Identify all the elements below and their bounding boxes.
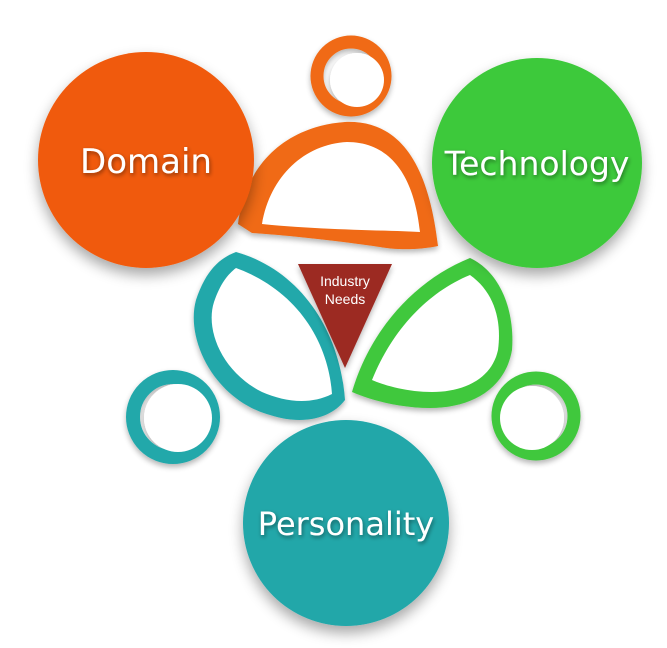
technology-node: Technology xyxy=(432,58,642,268)
industry-needs-node: Industry Needs xyxy=(298,264,392,368)
technology-circle xyxy=(432,58,642,268)
domain-circle xyxy=(38,52,254,268)
person-head-orange xyxy=(310,35,392,117)
person-head-teal xyxy=(126,370,220,464)
domain-label: Domain xyxy=(80,142,212,182)
person-icon-green xyxy=(352,258,581,461)
personality-circle xyxy=(243,420,449,626)
domain-node: Domain xyxy=(38,52,254,268)
personality-node: Personality xyxy=(243,420,449,626)
person-icon-teal xyxy=(126,252,345,464)
technology-label: Technology xyxy=(444,144,630,183)
personality-label: Personality xyxy=(258,505,434,543)
industry-needs-line2: Needs xyxy=(325,291,365,307)
industry-needs-triangle xyxy=(298,264,392,368)
industry-needs-line1: Industry xyxy=(320,273,370,289)
person-head-green xyxy=(491,371,581,461)
person-icon-orange xyxy=(238,35,438,250)
